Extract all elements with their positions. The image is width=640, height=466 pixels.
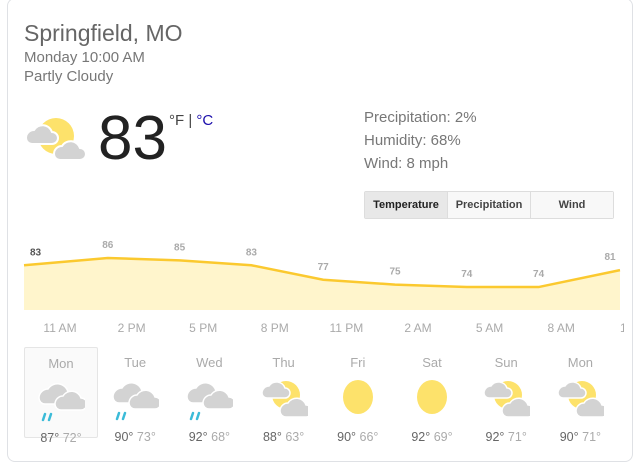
unit-toggle: °F | °C	[169, 112, 213, 129]
low-temp: 66°	[359, 430, 379, 444]
day-name: Tue	[124, 355, 147, 370]
low-temp: 71°	[507, 430, 527, 444]
day-mon[interactable]: Mon 87° 72°	[24, 347, 98, 445]
sunny-icon	[417, 380, 447, 414]
chart-data-label: 74	[461, 269, 473, 280]
x-axis-label: 2 AM	[404, 321, 432, 335]
low-temp: 72°	[62, 431, 82, 445]
high-temp: 92°	[485, 430, 505, 444]
partly-cloudy-icon	[557, 381, 610, 418]
precipitation: Precipitation: 2%	[364, 109, 477, 126]
day-sun[interactable]: Sun 92° 71°	[469, 347, 543, 444]
day-temps: 92° 69°	[395, 430, 469, 444]
low-temp: 69°	[433, 430, 453, 444]
day-name: Mon	[48, 356, 74, 371]
rain-icon	[38, 383, 88, 422]
high-temp: 92°	[411, 430, 431, 444]
day-tue[interactable]: Tue 90° 73°	[98, 347, 172, 444]
day-sat[interactable]: Sat 92° 69°	[395, 347, 469, 444]
rain-icon	[112, 382, 162, 421]
unit-separator: |	[184, 112, 197, 129]
day-name: Thu	[272, 355, 295, 370]
rain-icon	[186, 382, 237, 421]
chart-data-label: 85	[174, 242, 186, 253]
day-name: Sun	[494, 355, 518, 370]
chart-area	[24, 258, 620, 310]
chart-data-label: 74	[533, 269, 545, 280]
location-title: Springfield, MO	[24, 20, 183, 46]
day-name: Mon	[567, 355, 594, 370]
day-temps: 90° 73°	[98, 430, 172, 444]
datetime: Monday 10:00 AM	[24, 49, 145, 66]
day-wed[interactable]: Wed 92° 68°	[172, 347, 246, 444]
day-temps: 92° 68°	[172, 430, 246, 444]
day-name: Sat	[422, 355, 442, 370]
low-temp: 68°	[211, 430, 231, 444]
day-mon[interactable]: Mon 90° 71°	[543, 347, 617, 444]
partly-cloudy-icon	[260, 381, 313, 418]
chart-data-label: 81	[604, 252, 616, 263]
chart-tabs: Temperature Precipitation Wind	[364, 191, 614, 219]
high-temp: 92°	[188, 430, 208, 444]
low-temp: 71°	[582, 430, 602, 444]
tab-precipitation[interactable]: Precipitation	[447, 192, 530, 218]
day-temps: 88° 63°	[247, 430, 321, 444]
condition: Partly Cloudy	[24, 68, 114, 85]
x-axis-label: 11 PM	[329, 321, 364, 335]
weather-card	[7, 0, 633, 462]
day-name: Wed	[196, 355, 223, 370]
tab-wind[interactable]: Wind	[530, 192, 613, 218]
high-temp: 88°	[262, 430, 282, 444]
x-axis-label: 5 AM	[475, 321, 504, 335]
wind: Wind: 8 mph	[364, 155, 449, 172]
chart-data-label: 77	[318, 262, 330, 273]
partly-cloudy-icon	[24, 118, 87, 161]
humidity: Humidity: 68%	[364, 132, 461, 149]
x-axis-label: 11 AM	[620, 321, 624, 335]
x-axis-label: 8 AM	[547, 321, 575, 335]
x-axis-label: 2 PM	[117, 321, 146, 335]
day-temps: 87° 72°	[25, 431, 97, 445]
day-temps: 90° 66°	[321, 430, 395, 444]
sunny-icon	[342, 380, 373, 414]
temperature-chart: 83 86 85 83 77 75 74 74 81	[23, 240, 621, 310]
high-temp: 90°	[337, 430, 357, 444]
current-temperature: 83	[98, 104, 167, 173]
x-axis-label: 8 PM	[260, 321, 289, 335]
celsius-link[interactable]: °C	[196, 112, 214, 129]
x-axis-label: 11 AM	[43, 321, 77, 335]
day-temps: 90° 71°	[543, 430, 617, 444]
tab-temperature[interactable]: Temperature	[365, 192, 447, 218]
high-temp: 87°	[40, 431, 60, 445]
chart-data-label: 83	[246, 247, 258, 258]
day-temps: 92° 71°	[469, 430, 543, 444]
chart-data-label: 86	[102, 240, 114, 251]
high-temp: 90°	[559, 430, 579, 444]
chart-data-label: 75	[389, 267, 401, 278]
chart-line	[23, 256, 621, 289]
day-fri[interactable]: Fri 90° 66°	[321, 347, 395, 444]
low-temp: 73°	[136, 430, 156, 444]
day-thu[interactable]: Thu 88° 63°	[247, 347, 321, 444]
high-temp: 90°	[114, 430, 134, 444]
partly-cloudy-icon	[483, 381, 535, 418]
x-axis-label: 5 PM	[189, 321, 218, 335]
day-name: Fri	[350, 355, 366, 370]
chart-data-label: 83	[30, 247, 42, 258]
fahrenheit-link[interactable]: °F	[169, 112, 185, 129]
low-temp: 63°	[285, 430, 305, 444]
